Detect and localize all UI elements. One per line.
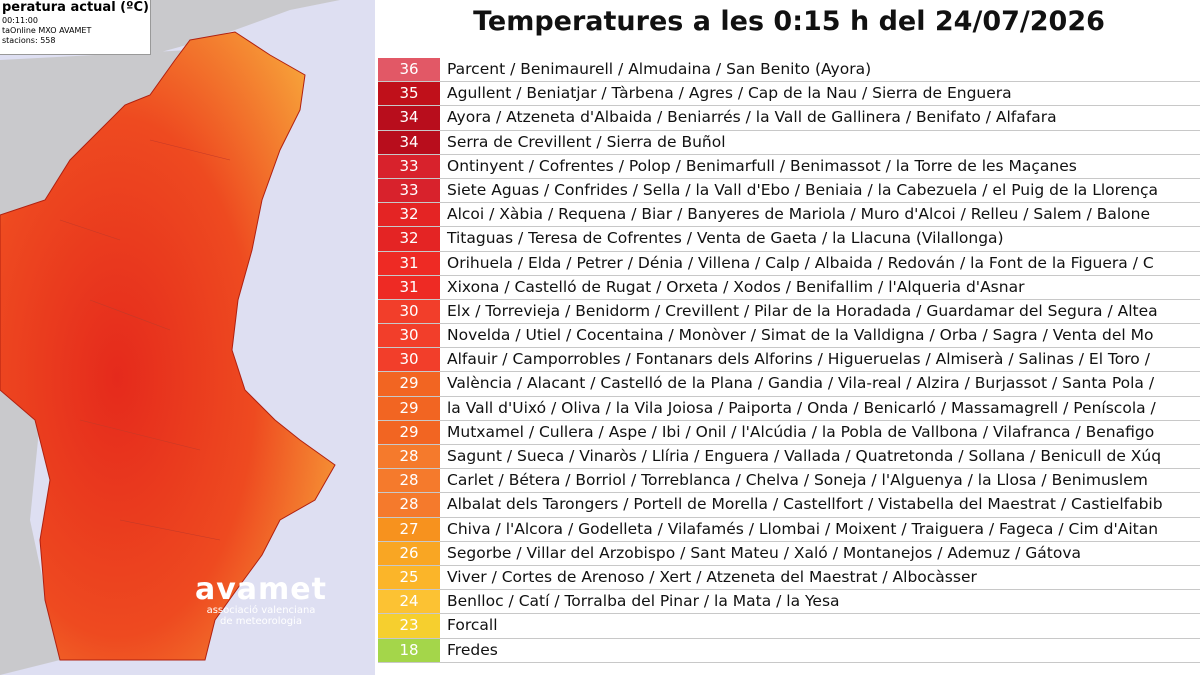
legend-text: peratura actual (ºC): [2, 0, 149, 15]
temperature-cell: 31: [378, 275, 440, 299]
table-row: 34 Ayora / Atzeneta d'Albaida / Beniarrés…: [378, 106, 1200, 131]
places-cell: Orihuela / Elda / Petrer / Dénia / Ville…: [447, 253, 1154, 272]
table-row: 32 Alcoi / Xàbia / Requena / Biar / Banye…: [378, 203, 1200, 228]
table-row: 24 Benlloc / Catí / Torralba del Pinar / …: [378, 590, 1200, 615]
table-row: 29 València / Alacant / Castelló de la Pl…: [378, 372, 1200, 397]
table-row: 30 Alfauir / Camporrobles / Fontanars del…: [378, 348, 1200, 373]
places-cell: Alfauir / Camporrobles / Fontanars dels …: [447, 350, 1150, 369]
places-cell: Parcent / Benimaurell / Almudaina / San …: [447, 60, 872, 78]
table-row: 28 Carlet / Bétera / Borriol / Torreblanc…: [378, 469, 1200, 494]
temperature-cell: 24: [378, 590, 440, 614]
temperature-cell: 33: [378, 154, 440, 178]
places-cell: Carlet / Bétera / Borriol / Torreblanca …: [447, 471, 1148, 490]
temperature-cell: 29: [378, 396, 440, 420]
table-row: 28 Albalat dels Tarongers / Portell de Mo…: [378, 493, 1200, 518]
map: [0, 0, 375, 675]
table-row: 29 la Vall d'Uixó / Oliva / la Vila Joios…: [378, 396, 1200, 421]
table-row: 30 Novelda / Utiel / Cocentaina / Monòver…: [378, 324, 1200, 349]
temperature-cell: 29: [378, 420, 440, 444]
places-cell: Mutxamel / Cullera / Aspe / Ibi / Onil /…: [447, 422, 1155, 441]
places-cell: Alcoi / Xàbia / Requena / Biar / Banyere…: [447, 205, 1151, 224]
places-cell: Ontinyent / Cofrentes / Polop / Benimarf…: [447, 156, 1077, 175]
table-row: 23 Forcall: [378, 614, 1200, 639]
table-row: 32 Titaguas / Teresa de Cofrentes / Venta…: [378, 227, 1200, 252]
region: [0, 31, 336, 661]
table-row: 30 Elx / Torrevieja / Benidorm / Creville…: [378, 299, 1200, 325]
legend-text: taOnline MXO AVAMET: [2, 26, 92, 35]
table-row: 33 Ontinyent / Cofrentes / Polop / Benima…: [378, 154, 1200, 179]
temperature-cell: 28: [378, 469, 440, 493]
temperature-cell: 26: [378, 541, 440, 565]
table: 36 Parcent / Benimaurell / Almudaina / Sa…: [378, 58, 1200, 663]
table-row: 29 Mutxamel / Cullera / Aspe / Ibi / Onil…: [378, 420, 1200, 445]
temperature-cell: 36: [378, 58, 440, 82]
places-cell: Elx / Torrevieja / Benidorm / Crevillent…: [447, 301, 1158, 320]
places-cell: Serra de Crevillent / Sierra de Buñol: [447, 132, 726, 151]
places-cell: Chiva / l'Alcora / Godelleta / Vilafamés…: [447, 519, 1159, 538]
places-cell: Segorbe / Villar del Arzobispo / Sant Ma…: [447, 543, 1081, 562]
temperature-cell: 32: [378, 203, 440, 227]
places-cell: Xixona / Castelló de Rugat / Orxeta / Xo…: [447, 277, 1025, 296]
table-row: 27 Chiva / l'Alcora / Godelleta / Vilafam…: [378, 517, 1200, 542]
temperature-cell: 28: [378, 445, 440, 469]
temperature-cell: 28: [378, 493, 440, 517]
temperature-cell: 34: [378, 106, 440, 130]
places-cell: Sagunt / Sueca / Vinaròs / Llíria / Engu…: [447, 447, 1162, 465]
table-row: 25 Viver / Cortes de Arenoso / Xert / Atz…: [378, 565, 1200, 591]
places-cell: Siete Aguas / Confrides / Sella / la Val…: [447, 180, 1159, 199]
table-row: 31 Xixona / Castelló de Rugat / Orxeta / …: [378, 275, 1200, 300]
table-row: 26 Segorbe / Villar del Arzobispo / Sant …: [378, 541, 1200, 566]
places-cell: Ayora / Atzeneta d'Albaida / Beniarrés /…: [447, 108, 1057, 127]
table-row: 28 Sagunt / Sueca / Vinaròs / Llíria / En…: [378, 445, 1200, 470]
temperature-cell: 30: [378, 299, 440, 324]
logo-subtitle: de meteorologia: [220, 616, 302, 627]
temperature-cell: 25: [378, 565, 440, 590]
temperature-cell: 27: [378, 517, 440, 541]
logo: avamet associació valenciana de meteorol…: [195, 572, 327, 628]
places-cell: la Vall d'Uixó / Oliva / la Vila Joiosa …: [447, 398, 1156, 417]
table-row: 36 Parcent / Benimaurell / Almudaina / Sa…: [378, 58, 1200, 83]
table-row: 31 Orihuela / Elda / Petrer / Dénia / Vil…: [378, 251, 1200, 276]
places-cell: Fredes: [447, 640, 498, 659]
legend-text: 00:11:00: [2, 16, 38, 25]
logo-name: avamet: [195, 572, 327, 607]
table-row: 33 Siete Aguas / Confrides / Sella / la V…: [378, 178, 1200, 204]
table-row: 34 Serra de Crevillent / Sierra de Buñol: [378, 130, 1200, 155]
logo-subtitle: associació valenciana: [206, 605, 316, 616]
places-cell: Viver / Cortes de Arenoso / Xert / Atzen…: [447, 567, 977, 586]
places-cell: Novelda / Utiel / Cocentaina / Monòver /…: [447, 326, 1154, 345]
places-cell: Benlloc / Catí / Torralba del Pinar / la…: [447, 592, 840, 611]
temperature-cell: 29: [378, 372, 440, 396]
map-panel: peratura actual (ºC) 00:11:00 taOnline MXO…: [0, 0, 375, 675]
temperature-cell: 33: [378, 178, 440, 203]
places-cell: València / Alacant / Castelló de la Plan…: [447, 374, 1155, 393]
places-cell: Titaguas / Teresa de Cofrentes / Venta d…: [447, 229, 1004, 248]
title: Temperatures a les 0:15 h del 24/07/2026: [473, 6, 1105, 37]
temperature-cell: 18: [378, 638, 440, 662]
places-cell: Forcall: [447, 616, 498, 635]
temperature-cell: 35: [378, 82, 440, 106]
temperature-cell: 32: [378, 227, 440, 251]
temperature-cell: 30: [378, 324, 440, 348]
temperature-cell: 23: [378, 614, 440, 638]
legend-text: stacions: 558: [2, 36, 56, 45]
places-cell: Albalat dels Tarongers / Portell de More…: [447, 495, 1163, 514]
table-row: 18 Fredes: [378, 638, 1200, 663]
temperature-cell: 34: [378, 130, 440, 154]
temperature-cell: 30: [378, 348, 440, 372]
table-row: 35 Agullent / Beniatjar / Tàrbena / Agres…: [378, 82, 1200, 107]
map-legend: peratura actual (ºC) 00:11:00 taOnline MXO…: [0, 0, 151, 55]
places-cell: Agullent / Beniatjar / Tàrbena / Agres /…: [447, 84, 1012, 103]
temperature-cell: 31: [378, 251, 440, 275]
